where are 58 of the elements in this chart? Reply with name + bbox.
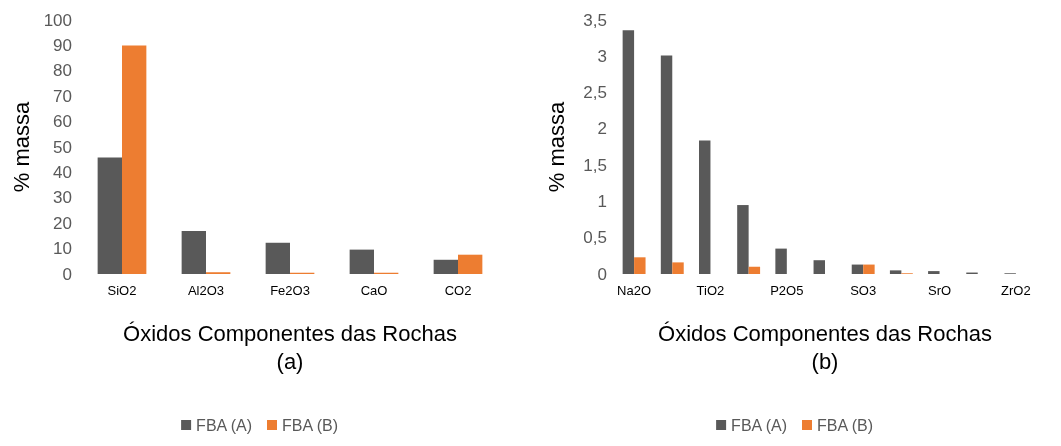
y-tick-label: 2 <box>597 119 607 139</box>
bar <box>672 262 684 274</box>
y-tick-label: 80 <box>53 61 72 81</box>
y-tick-label: 1,5 <box>583 155 607 175</box>
y-tick-label: 0 <box>62 264 72 284</box>
bar <box>928 271 940 274</box>
bar <box>863 264 875 274</box>
y-tick-label: 10 <box>53 239 72 259</box>
x-tick-label: Al2O3 <box>187 283 225 298</box>
x-tick-label: Fe2O3 <box>270 283 310 298</box>
y-axis-title: % massa <box>8 101 34 193</box>
x-tick-label: P2O5 <box>770 283 804 298</box>
bar <box>265 242 290 274</box>
bar <box>458 254 483 274</box>
y-axis-title: % massa <box>543 101 569 193</box>
bar <box>122 45 147 274</box>
y-tick-label: 40 <box>53 162 72 182</box>
y-tick-label: 0 <box>597 264 607 284</box>
x-tick-label: ZrO2 <box>1001 283 1031 298</box>
bar <box>433 259 458 274</box>
y-tick-label: 90 <box>53 35 72 55</box>
x-tick-label: CaO <box>360 283 388 298</box>
bar <box>660 55 673 274</box>
x-tick-label: Na2O <box>617 283 652 298</box>
y-tick-label: 50 <box>53 137 72 157</box>
legend-label: FBA (A) <box>731 416 788 434</box>
bar <box>737 205 749 274</box>
y-tick-label: 60 <box>53 112 72 132</box>
x-axis-title: Óxidos Componentes das Rochas (a) <box>123 320 457 374</box>
legend-label: FBA (A) <box>196 416 253 434</box>
y-tick-label: 1 <box>597 191 607 211</box>
bar <box>634 257 646 274</box>
legend-label: FBA (B) <box>817 416 874 434</box>
x-tick-label: CO2 <box>444 283 472 298</box>
y-tick-label: 70 <box>53 86 72 106</box>
y-tick-label: 30 <box>53 188 72 208</box>
y-tick-label: 3 <box>597 46 607 66</box>
bar <box>775 248 787 274</box>
bar <box>349 249 374 274</box>
legend-label: FBA (B) <box>282 416 339 434</box>
y-tick-label: 100 <box>43 10 72 30</box>
bar <box>699 140 711 274</box>
bar <box>622 30 635 274</box>
bar <box>851 264 864 274</box>
x-tick-label: TiO2 <box>696 283 725 298</box>
x-axis-title: Óxidos Componentes das Rochas (b) <box>658 320 992 374</box>
bar <box>97 157 122 274</box>
x-tick-label: SO3 <box>850 283 877 298</box>
x-tick-label: SiO2 <box>107 283 137 298</box>
bar <box>748 266 761 274</box>
y-tick-label: 3,5 <box>583 10 607 30</box>
y-tick-label: 20 <box>53 213 72 233</box>
bar <box>813 260 825 274</box>
bar <box>889 270 902 274</box>
y-tick-label: 2,5 <box>583 83 607 103</box>
y-tick-label: 0,5 <box>583 228 607 248</box>
bar <box>181 231 206 274</box>
x-tick-label: SrO <box>927 283 952 298</box>
